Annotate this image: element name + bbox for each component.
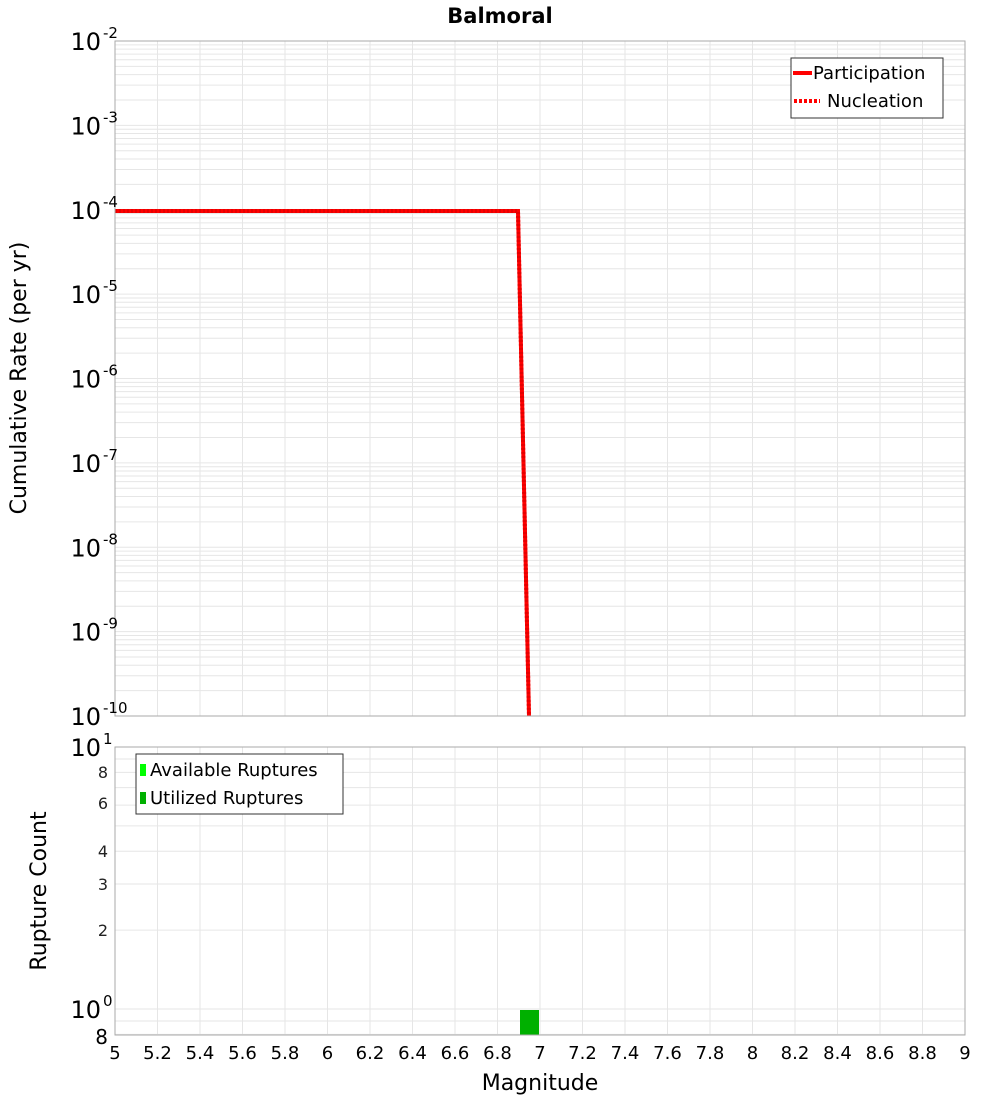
x-tick: 7.6 [653,1043,682,1064]
bottom-legend-box [135,753,344,815]
x-tick: 5 [109,1043,120,1064]
top-y-tick-exponent: -3 [103,108,118,126]
x-tick: 6 [322,1043,333,1064]
chart-title: Balmoral [447,4,552,28]
top-legend: Participation Nucleation [790,57,944,119]
nucleation-legend-label: Nucleation [827,91,923,112]
bottom-y-tick-8: 8 [98,763,108,782]
x-tick: 6.2 [356,1043,385,1064]
top-y-tick: 10 [70,619,101,647]
bottom-y-tick-10e1-exp: 1 [103,730,113,748]
top-y-tick-exponent: -5 [103,277,118,295]
x-tick: 9 [959,1043,970,1064]
utilized-ruptures-bar [520,1010,539,1035]
bottom-y-tick-2: 2 [98,921,108,940]
top-y-tick-exponent: -8 [103,530,118,548]
x-tick: 5.6 [228,1043,257,1064]
x-tick: 7.2 [568,1043,597,1064]
available-ruptures-label: Available Ruptures [150,760,318,781]
x-tick: 6.4 [398,1043,427,1064]
top-y-tick: 10 [70,112,101,140]
x-tick: 7.8 [696,1043,725,1064]
top-y-tick-exponent: -4 [103,193,118,211]
bottom-y-tick-4: 4 [98,842,108,861]
top-y-tick: 10 [70,366,101,394]
top-y-tick: 10 [70,197,101,225]
x-tick: 7 [534,1043,545,1064]
x-tick: 8.6 [866,1043,895,1064]
x-tick: 7.4 [611,1043,640,1064]
top-y-tick: 10 [70,281,101,309]
bottom-plot: 10 1 8 6 4 3 2 10 0 8 Rupture Count Avai… [27,730,966,1049]
x-tick: 8.8 [908,1043,937,1064]
x-tick: 5.8 [271,1043,300,1064]
utilized-ruptures-label: Utilized Ruptures [150,788,303,809]
top-gridlines [114,41,966,717]
x-tick: 5.2 [143,1043,172,1064]
x-tick: 5.4 [186,1043,215,1064]
top-y-tick-exponent: -6 [103,362,118,380]
top-y-tick-exponent: -10 [103,699,128,717]
bottom-y-tick-0.8: 8 [95,1025,108,1049]
bottom-legend: Available Ruptures Utilized Ruptures [135,753,344,815]
bottom-y-tick-3: 3 [98,875,108,894]
top-y-tick-exponent: -7 [103,446,118,464]
x-tick: 8.2 [781,1043,810,1064]
top-plot: 10-210-310-410-510-610-710-810-910-10 Cu… [7,24,966,731]
x-tick: 6.6 [441,1043,470,1064]
top-y-tick-exponent: -2 [103,24,118,42]
participation-line [115,209,531,717]
x-tick: 6.8 [483,1043,512,1064]
top-y-axis-label: Cumulative Rate (per yr) [7,242,32,515]
top-y-tick: 10 [70,28,101,56]
utilized-ruptures-swatch [140,792,146,804]
top-plot-frame [114,40,966,717]
x-axis-ticks: 5 5.2 5.4 5.6 5.8 6 6.2 6.4 6.6 6.8 7 7.2 7.4 7.6 7.8 8… [109,1043,970,1064]
bottom-y-tick-6: 6 [98,794,108,813]
participation-legend-label: Participation [813,63,925,84]
top-y-tick: 10 [70,703,101,731]
x-tick: 8 [747,1043,758,1064]
x-tick: 8.4 [823,1043,852,1064]
top-y-axis-ticks: 10-210-310-410-510-610-710-810-910-10 [70,24,127,731]
bottom-y-tick-10e0-exp: 0 [103,992,113,1010]
top-legend-box [790,57,944,119]
x-axis-label: Magnitude [482,1071,599,1096]
bottom-y-tick-10e0: 10 [70,996,101,1024]
available-ruptures-swatch [140,764,146,776]
bottom-y-axis-label: Rupture Count [27,811,52,971]
top-y-tick: 10 [70,534,101,562]
top-y-tick-exponent: -9 [103,615,118,633]
top-y-tick: 10 [70,450,101,478]
bottom-plot-frame [114,746,966,1036]
bottom-y-tick-10e1: 10 [70,734,101,762]
